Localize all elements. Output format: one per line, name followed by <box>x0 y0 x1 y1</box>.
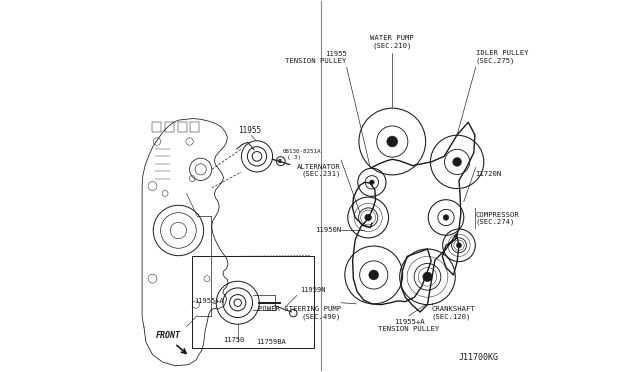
Circle shape <box>369 180 374 185</box>
Bar <box>190 122 199 132</box>
Circle shape <box>443 215 449 220</box>
Text: COMPRESSOR
(SEC.274): COMPRESSOR (SEC.274) <box>476 212 520 225</box>
Text: CRANKSHAFT
(SEC.120): CRANKSHAFT (SEC.120) <box>432 307 476 320</box>
Text: WATER PUMP
(SEC.210): WATER PUMP (SEC.210) <box>371 35 414 49</box>
Text: ( 3): ( 3) <box>287 155 301 160</box>
Text: 11955+A
TENSION PULLEY: 11955+A TENSION PULLEY <box>378 320 440 333</box>
Circle shape <box>387 136 397 147</box>
Text: ALTERNATOR
(SEC.231): ALTERNATOR (SEC.231) <box>298 164 341 177</box>
Text: J11700KG: J11700KG <box>459 353 499 362</box>
Text: IDLER PULLEY
(SEC.275): IDLER PULLEY (SEC.275) <box>476 50 528 64</box>
Circle shape <box>452 157 461 166</box>
Circle shape <box>456 243 461 248</box>
Bar <box>179 122 188 132</box>
Circle shape <box>369 270 379 280</box>
Text: 08130-8251A: 08130-8251A <box>283 150 321 154</box>
Text: 11750: 11750 <box>223 337 244 343</box>
Circle shape <box>423 272 432 282</box>
Circle shape <box>365 214 372 221</box>
Text: 11950N: 11950N <box>316 227 342 234</box>
Text: 11959N: 11959N <box>300 287 326 293</box>
Bar <box>192 256 314 348</box>
Text: 11955: 11955 <box>238 126 261 135</box>
Text: POWER STEERING PUMP
(SEC.490): POWER STEERING PUMP (SEC.490) <box>258 307 341 320</box>
Text: 11759BA: 11759BA <box>256 339 286 344</box>
Text: 11955+A: 11955+A <box>194 298 224 304</box>
Bar <box>152 122 161 132</box>
Text: I1720N: I1720N <box>476 171 502 177</box>
Text: B: B <box>278 159 282 164</box>
Bar <box>166 122 174 132</box>
Text: FRONT: FRONT <box>156 331 181 340</box>
Text: 11955
TENSION PULLEY: 11955 TENSION PULLEY <box>285 51 347 64</box>
